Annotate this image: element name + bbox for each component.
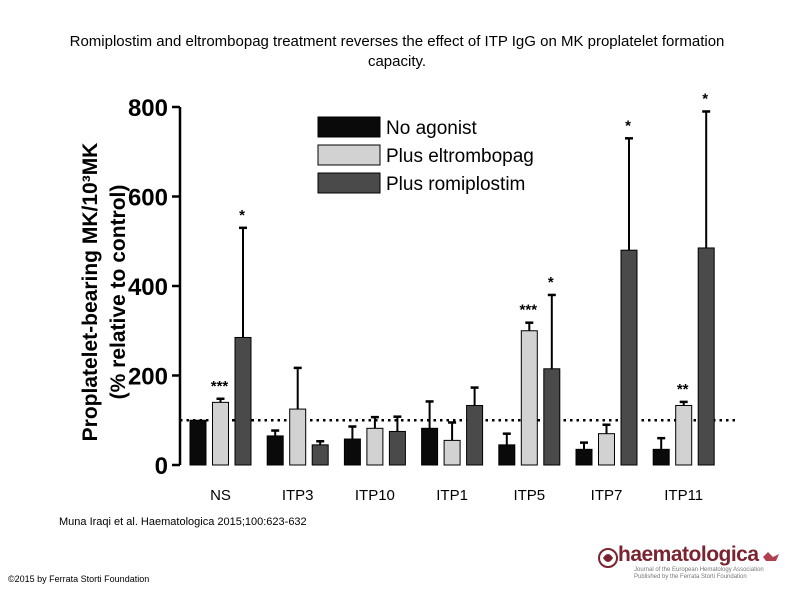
bars-group (189, 247, 715, 466)
bar-plus-eltrombopag-itp11 (675, 404, 693, 466)
x-tick-label-itp3: ITP3 (282, 487, 314, 504)
bar-no-agonist-itp11 (652, 448, 670, 466)
y-tick-label-0: 0 (155, 453, 168, 480)
x-tick-label-itp1: ITP1 (436, 487, 468, 504)
bar-plus-eltrombopag-itp5 (520, 330, 538, 466)
journal-logo: haematologica Journal of the European He… (596, 543, 786, 580)
logo-name: haematologica (618, 543, 759, 566)
bar-plus-romiplostim-itp7 (620, 249, 638, 466)
y-tick-label-600: 600 (128, 185, 168, 212)
x-tick-labels: NS ITP3 ITP10 ITP1 ITP5 ITP7 ITP11 (210, 487, 703, 504)
y-axis-label: Proplatelet-bearing MK/10³MK (79, 143, 102, 442)
annotation-plus-romiplostim-itp5: * (548, 274, 554, 291)
logo-tagline-1: Journal of the European Hematology Assoc… (634, 567, 764, 573)
legend-swatch-plus-romiplostim (317, 172, 381, 194)
significance-annotations: ************ (211, 90, 709, 397)
bar-no-agonist-itp7 (575, 448, 593, 466)
bar-plus-eltrombopag-itp1 (443, 439, 461, 466)
legend-label-plus-eltrombopag: Plus eltrombopag (386, 146, 534, 167)
y-axis-label-group: Proplatelet-bearing MK/10³MK (% relative … (79, 143, 130, 442)
bar-plus-romiplostim-ns (234, 336, 252, 466)
annotation-plus-romiplostim-itp7: * (625, 117, 631, 134)
y-axis-label-secondary: (% relative to control) (107, 185, 130, 400)
annotation-plus-eltrombopag-itp5: *** (520, 302, 538, 319)
chart-axes: 0 200 400 600 800 (128, 95, 182, 480)
bar-plus-romiplostim-itp5 (543, 368, 561, 466)
logo-emblem-icon (763, 552, 779, 561)
legend-swatch-no-agonist (317, 116, 381, 138)
y-tick-label-200: 200 (128, 364, 168, 391)
error-bars-group (216, 110, 711, 450)
x-tick-label-ns: NS (210, 487, 231, 504)
annotation-plus-eltrombopag-itp11: ** (677, 381, 689, 398)
bar-plus-eltrombopag-ns (212, 401, 229, 466)
legend-label-plus-romiplostim: Plus romiplostim (386, 174, 525, 195)
bar-plus-romiplostim-itp10 (388, 430, 406, 466)
legend-label-no-agonist: No agonist (386, 118, 478, 139)
bar-no-agonist-itp1 (421, 427, 439, 466)
bar-plus-eltrombopag-itp7 (598, 433, 615, 466)
bar-no-agonist-itp3 (266, 435, 284, 466)
y-tick-label-400: 400 (128, 274, 168, 301)
legend: No agonist Plus eltrombopag Plus romiplost… (317, 116, 534, 195)
bar-plus-romiplostim-itp3 (311, 444, 329, 466)
x-tick-label-itp7: ITP7 (591, 487, 623, 504)
logo-tagline-2: Published by the Ferrata Storti Foundati… (634, 574, 747, 580)
copyright: ©2015 by Ferrata Storti Foundation (8, 574, 150, 584)
figure-title: Romiplostim and eltrombopag treatment re… (69, 33, 725, 70)
annotation-plus-romiplostim-ns: * (239, 207, 245, 224)
citation: Muna Iraqi et al. Haematologica 2015;100… (59, 516, 307, 528)
bar-plus-eltrombopag-itp3 (289, 408, 307, 466)
y-tick-label-800: 800 (128, 95, 168, 122)
x-tick-label-itp10: ITP10 (355, 487, 395, 504)
annotation-plus-romiplostim-itp11: * (702, 90, 708, 107)
legend-swatch-plus-eltrombopag (317, 144, 381, 166)
bar-plus-romiplostim-itp11 (697, 247, 715, 466)
x-tick-label-itp11: ITP11 (664, 487, 703, 504)
bar-no-agonist-ns (189, 419, 207, 466)
annotation-plus-eltrombopag-ns: *** (211, 378, 229, 395)
bar-no-agonist-itp5 (498, 444, 516, 466)
x-tick-label-itp5: ITP5 (513, 487, 545, 504)
bar-plus-romiplostim-itp1 (466, 404, 484, 466)
bar-no-agonist-itp10 (343, 438, 361, 466)
bar-plus-eltrombopag-itp10 (366, 427, 384, 466)
logo-mark-icon (598, 548, 618, 568)
